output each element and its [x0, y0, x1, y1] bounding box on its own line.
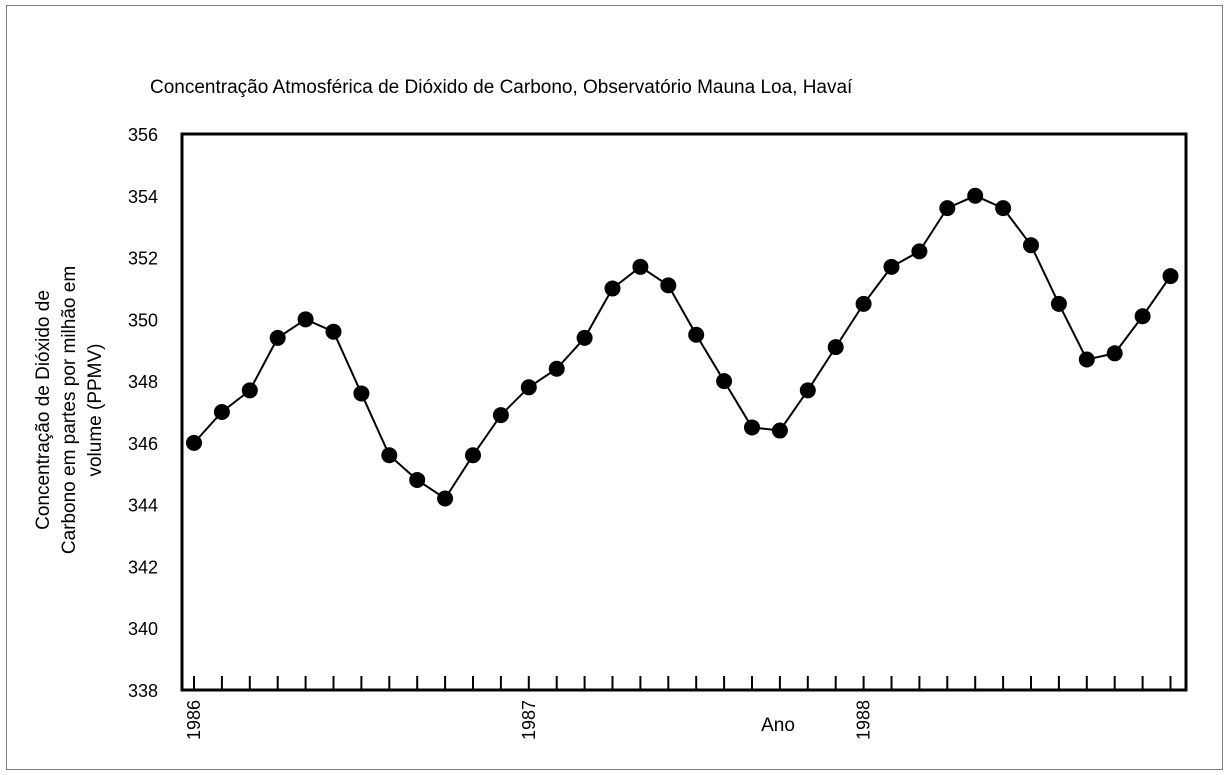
- data-point: [325, 323, 342, 340]
- series-group: [186, 187, 1179, 507]
- y-axis-label-line-1: Concentração de Dióxido de: [33, 290, 54, 530]
- y-tick-label: 340: [128, 619, 158, 639]
- x-year-label: 1987: [519, 700, 539, 740]
- data-point: [1134, 308, 1151, 325]
- x-year-label: 1986: [184, 700, 204, 740]
- data-point: [269, 329, 286, 346]
- data-point: [465, 447, 481, 464]
- data-point: [241, 382, 258, 399]
- data-point: [213, 404, 230, 420]
- y-axis-label-line-3: volume (PPMV): [85, 343, 106, 476]
- data-point: [799, 382, 816, 399]
- data-point: [771, 422, 788, 439]
- data-point: [660, 277, 677, 294]
- data-point: [1106, 345, 1123, 362]
- chart-title: Concentração Atmosférica de Dióxido de C…: [150, 77, 853, 98]
- x-axis-ticks: [193, 676, 1172, 690]
- data-point: [520, 379, 537, 396]
- data-point: [381, 447, 398, 464]
- y-tick-label: 348: [128, 372, 158, 392]
- y-tick-label: 350: [128, 310, 158, 330]
- y-tick-label: 352: [128, 249, 158, 269]
- data-point: [716, 373, 733, 390]
- data-point: [827, 339, 844, 356]
- data-point: [883, 258, 900, 275]
- x-axis-label: Ano: [761, 715, 795, 736]
- data-point: [967, 187, 984, 204]
- y-tick-label: 346: [128, 434, 158, 454]
- data-point: [437, 490, 454, 507]
- data-point: [548, 360, 565, 377]
- y-tick-label: 344: [128, 496, 158, 516]
- y-tick-label: 342: [128, 557, 158, 577]
- x-axis-year-labels: 1986 1987 1988: [184, 700, 874, 740]
- data-point: [632, 258, 649, 275]
- y-axis-label-line-2: Carbono em partes por milhão em: [59, 266, 80, 554]
- data-point: [939, 200, 956, 217]
- data-point: [855, 295, 872, 312]
- data-point: [297, 311, 314, 328]
- data-point: [688, 326, 705, 343]
- data-point: [1078, 351, 1095, 368]
- data-point: [1023, 237, 1039, 254]
- data-point: [995, 200, 1012, 217]
- data-point: [409, 471, 426, 488]
- series-line: [193, 194, 1172, 500]
- data-point: [576, 329, 593, 346]
- plot-area: [180, 132, 1188, 692]
- data-point: [744, 419, 760, 436]
- y-tick-label: 338: [128, 681, 158, 701]
- data-point: [604, 280, 621, 297]
- x-year-label: 1988: [854, 700, 874, 740]
- data-point: [186, 434, 202, 451]
- y-axis-ticks: 338 340 342 344 346 348 350 352 354 356: [128, 125, 158, 701]
- data-point: [1050, 295, 1067, 312]
- data-point: [353, 385, 370, 402]
- y-tick-label: 356: [128, 125, 158, 145]
- data-point: [911, 243, 928, 260]
- data-point: [492, 407, 509, 424]
- y-axis-label: Concentração de Dióxido de Carbono em par…: [33, 266, 106, 554]
- data-point: [1162, 268, 1179, 285]
- y-tick-label: 354: [128, 187, 158, 207]
